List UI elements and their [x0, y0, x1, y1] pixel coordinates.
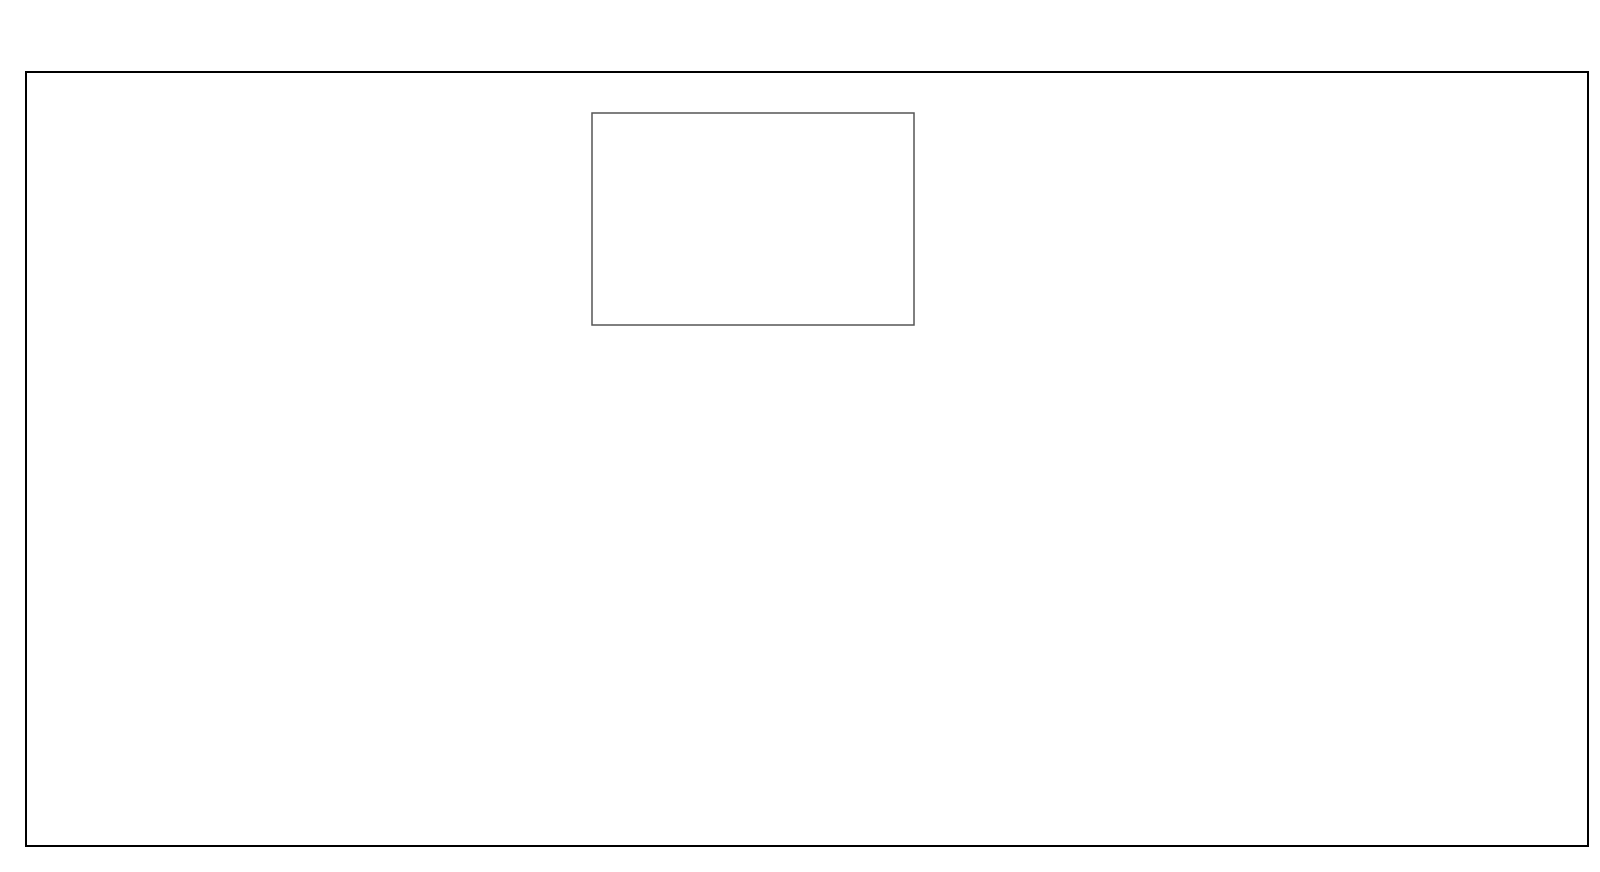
part1-outline: [591, 112, 915, 326]
board-outline: [25, 71, 1589, 847]
